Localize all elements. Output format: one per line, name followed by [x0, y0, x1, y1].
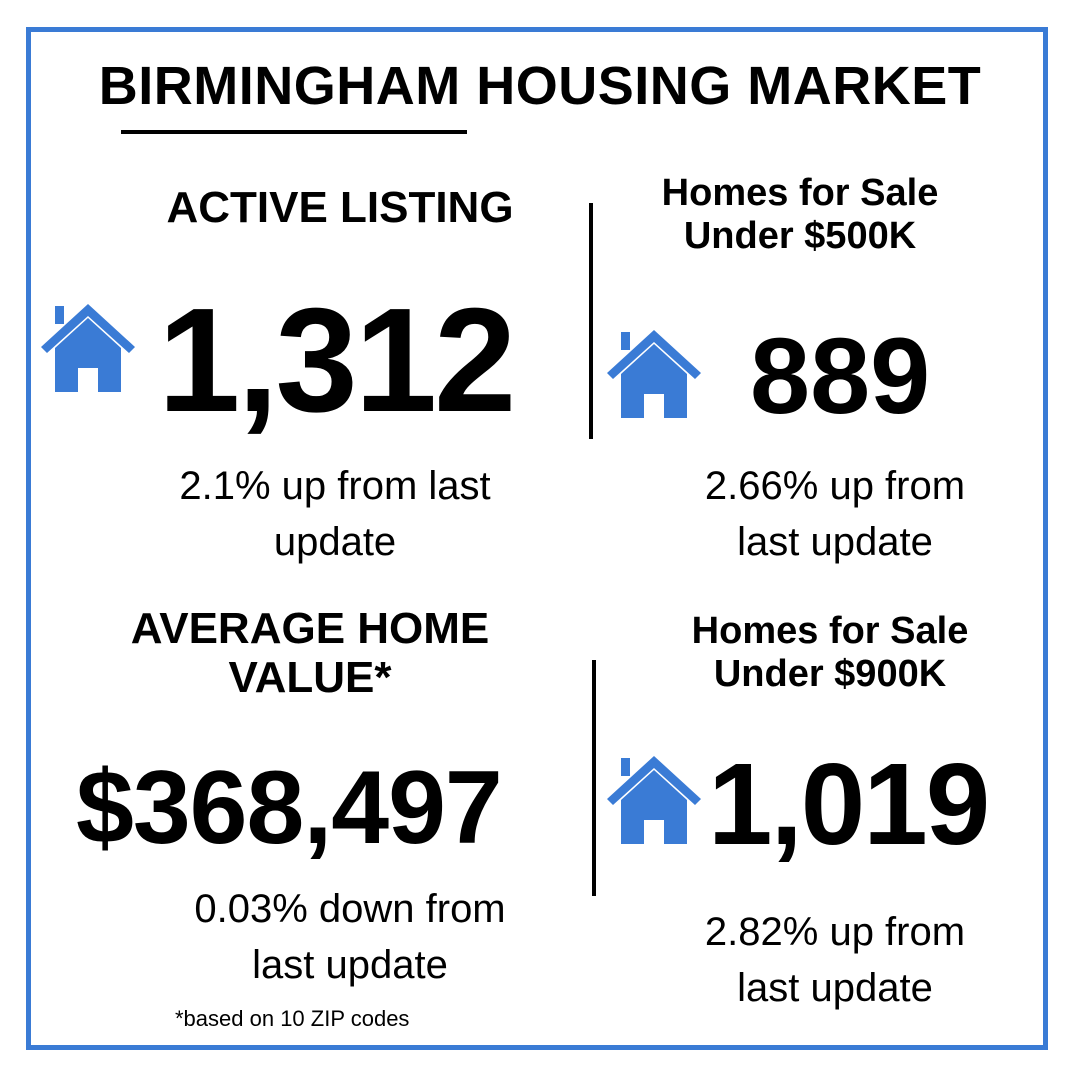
- border-frame: [26, 27, 1048, 1050]
- under-900k-value: 1,019: [708, 739, 990, 869]
- active-listing-change-line1: 2.1% up from last: [179, 464, 491, 508]
- under-500k-change-line1: 2.66% up from: [704, 464, 966, 508]
- avg-home-value-label: AVERAGE HOME VALUE*: [80, 604, 540, 703]
- house-icon: [41, 304, 135, 392]
- under-900k-change-line1: 2.82% up from: [704, 910, 966, 954]
- divider-top: [589, 203, 593, 439]
- avg-home-value-label-line2: VALUE*: [228, 653, 392, 703]
- under-900k-change-line2: last update: [737, 966, 933, 1010]
- under-500k-label-line2: Under $500K: [683, 214, 917, 257]
- house-icon: [607, 330, 701, 418]
- under-500k-change: 2.66% up from last update: [660, 458, 1010, 570]
- avg-home-value-change-line2: last update: [252, 943, 448, 987]
- under-900k-label-line2: Under $900K: [713, 652, 947, 695]
- active-listing-change: 2.1% up from last update: [110, 458, 560, 570]
- avg-home-value-change: 0.03% down from last update: [165, 881, 535, 993]
- active-listing-label: ACTIVE LISTING: [166, 183, 514, 232]
- active-listing-change-line2: update: [273, 520, 397, 564]
- avg-home-value-label-line1: AVERAGE HOME: [130, 604, 490, 653]
- divider-bottom: [592, 660, 596, 896]
- avg-home-value-value: $368,497: [76, 750, 503, 866]
- under-500k-value: 889: [750, 315, 931, 436]
- under-500k-change-line2: last update: [737, 520, 933, 564]
- house-icon: [607, 756, 701, 844]
- title-underline: [121, 130, 467, 134]
- active-listing-value: 1,312: [158, 278, 516, 443]
- footnote: *based on 10 ZIP codes: [175, 1006, 410, 1031]
- under-500k-label: Homes for Sale Under $500K: [620, 172, 980, 257]
- avg-home-value-change-line1: 0.03% down from: [194, 887, 506, 931]
- under-900k-label: Homes for Sale Under $900K: [650, 610, 1010, 695]
- under-500k-label-line1: Homes for Sale: [661, 172, 939, 214]
- under-900k-label-line1: Homes for Sale: [691, 610, 969, 652]
- under-900k-change: 2.82% up from last update: [660, 904, 1010, 1016]
- page-title: BIRMINGHAM HOUSING MARKET: [98, 56, 982, 116]
